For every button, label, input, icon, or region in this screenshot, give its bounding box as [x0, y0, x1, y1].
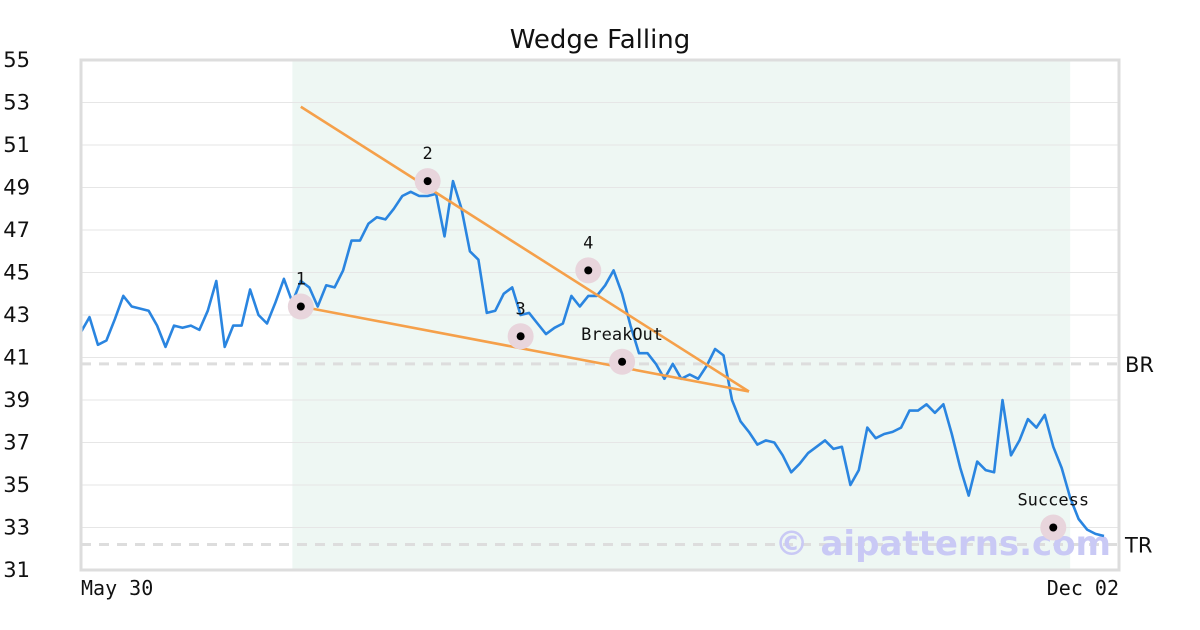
reference-line-label: TR	[1124, 534, 1152, 558]
y-tick-label: 53	[3, 91, 30, 115]
price-series-line	[79, 179, 1105, 538]
y-tick-label: 31	[3, 558, 30, 582]
y-tick-label: 35	[3, 473, 30, 497]
annotation-label: 4	[583, 233, 593, 253]
annotation-markers: 1 2 3 4 BreakOut Success	[287, 144, 1089, 541]
marker-dot	[618, 357, 627, 366]
annotation-label: BreakOut	[581, 325, 663, 345]
x-tick-label: Dec 02	[1047, 576, 1119, 600]
chart-title: Wedge Falling	[510, 25, 691, 55]
annotation-label: 3	[516, 299, 526, 319]
plot-frame	[79, 58, 1121, 572]
annotation-label: 2	[423, 144, 433, 164]
trendline	[300, 105, 750, 393]
marker-dot	[584, 266, 593, 275]
y-tick-label: 37	[3, 431, 30, 455]
trendlines	[300, 105, 750, 393]
marker-dot	[423, 177, 432, 186]
reference-lines: BR TR	[81, 353, 1154, 558]
marker-dot	[1049, 523, 1058, 532]
annotation-label: 1	[296, 270, 306, 290]
y-tick-label: 41	[3, 346, 30, 370]
annotation-label: Success	[1017, 491, 1089, 511]
y-tick-label: 43	[3, 303, 30, 327]
y-tick-label: 39	[3, 388, 30, 412]
trendline	[300, 305, 750, 393]
y-axis-ticks: 31 33 35 37 39 41 43 45 47 49 51 53 55	[3, 48, 30, 582]
y-tick-label: 45	[3, 261, 30, 285]
y-tick-label: 33	[3, 516, 30, 540]
reference-line-label: BR	[1125, 353, 1154, 377]
y-tick-label: 51	[3, 133, 30, 157]
y-tick-label: 55	[3, 48, 30, 72]
marker-dot	[516, 332, 525, 341]
x-tick-label: May 30	[81, 576, 153, 600]
y-tick-label: 49	[3, 176, 30, 200]
marker-dot	[296, 302, 305, 311]
y-tick-label: 47	[3, 218, 30, 242]
x-axis-ticks: May 30 Dec 02	[81, 576, 1119, 600]
